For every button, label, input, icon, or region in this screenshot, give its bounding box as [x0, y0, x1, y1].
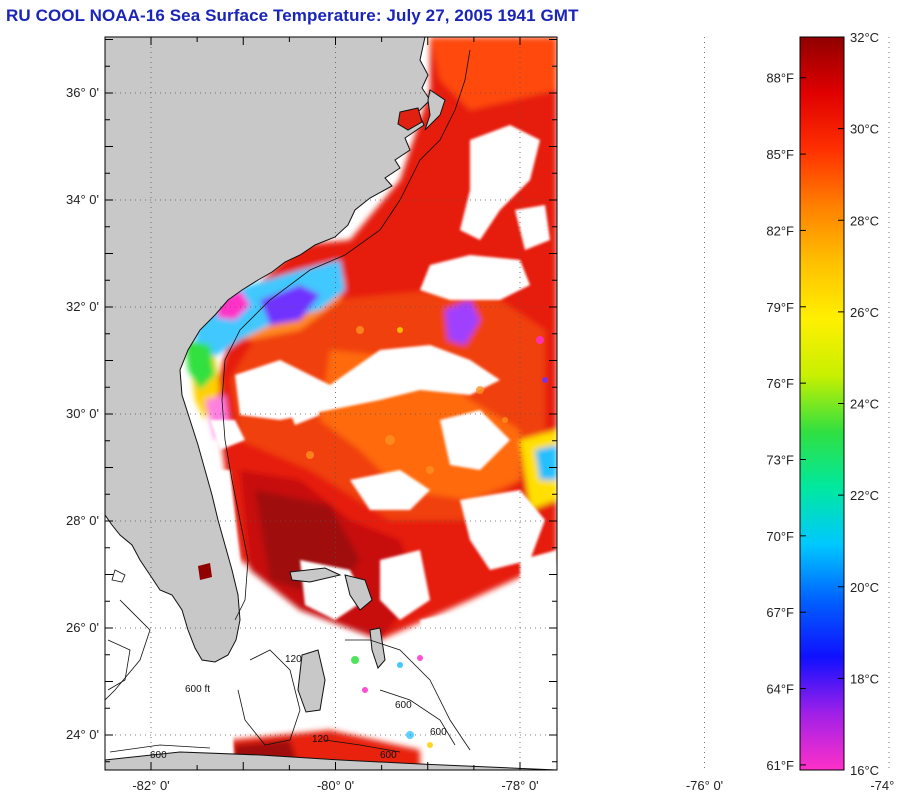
lon-tick-label: -74° 0' [870, 778, 897, 793]
contour-label: 600 ft [185, 684, 210, 695]
lon-tick-label: -76° 0' [686, 778, 723, 793]
lat-tick-label: 24° 0' [66, 727, 99, 742]
map-frame: 36° 0' 34° 0' 32° 0' 30° 0' 28° 0' 26° 0' 24° … [66, 36, 897, 793]
contour-label: 600 [380, 750, 397, 761]
lat-tick-label: 26° 0' [66, 620, 99, 635]
lon-tick-label: -80° 0' [317, 778, 354, 793]
celsius-label: 32°C [850, 30, 879, 45]
land [105, 37, 557, 770]
lon-tick-label: -78° 0' [501, 778, 538, 793]
fahrenheit-label: 76°F [766, 376, 794, 391]
lon-tick-label: -82° 0' [132, 778, 169, 793]
lat-tick-label: 34° 0' [66, 192, 99, 207]
fahrenheit-label: 73°F [766, 452, 794, 467]
minor-ticks [105, 37, 557, 770]
fahrenheit-label: 67°F [766, 605, 794, 620]
fahrenheit-label: 64°F [766, 682, 794, 697]
fahrenheit-label: 70°F [766, 529, 794, 544]
colorbar: 32°C 30°C 28°C 26°C 24°C 22°C 20°C 18°C 16°C 88°… [766, 30, 879, 778]
celsius-label: 28°C [850, 213, 879, 228]
longitude-labels: -82° 0' -80° 0' -78° 0' -76° 0' -74° 0' [132, 778, 897, 793]
fahrenheit-label: 85°F [766, 147, 794, 162]
colorbar-celsius-labels: 32°C 30°C 28°C 26°C 24°C 22°C 20°C 18°C 16°C [850, 30, 879, 778]
sst-speckles [306, 326, 508, 474]
celsius-label: 20°C [850, 580, 879, 595]
outer-banks [424, 89, 446, 131]
us-mainland [105, 37, 431, 663]
celsius-label: 16°C [850, 763, 879, 778]
contour-label: 120 [312, 734, 329, 745]
map-panel [105, 37, 557, 770]
lat-tick-label: 32° 0' [66, 299, 99, 314]
fahrenheit-label: 82°F [766, 223, 794, 238]
lat-tick-label: 28° 0' [66, 513, 99, 528]
latitude-labels: 36° 0' 34° 0' 32° 0' 30° 0' 28° 0' 26° 0' 24° … [66, 85, 99, 742]
eleuthera [369, 627, 386, 669]
pamlico-sound [397, 107, 423, 131]
celsius-label: 26°C [850, 305, 879, 320]
bathymetry-contours [105, 49, 471, 753]
fahrenheit-label: 61°F [766, 758, 794, 773]
celsius-label: 18°C [850, 671, 879, 686]
colorbar-fahrenheit-labels: 88°F 85°F 82°F 79°F 76°F 73°F 70°F 67°F 64°F 61°F [766, 71, 794, 773]
map-title: RU COOL NOAA-16 Sea Surface Temperature:… [6, 6, 579, 25]
graticule [105, 37, 890, 770]
andros-island [297, 649, 326, 713]
cuba [105, 751, 557, 770]
celsius-label: 22°C [850, 488, 879, 503]
contour-label: 600 [150, 750, 167, 761]
grand-bahama [289, 567, 342, 583]
lat-tick-label: 36° 0' [66, 85, 99, 100]
celsius-label: 30°C [850, 122, 879, 137]
cay-island [198, 563, 212, 580]
contour-labels: 120 600 ft 600 120 600 600 600 [150, 654, 447, 761]
fahrenheit-label: 79°F [766, 300, 794, 315]
fahrenheit-label: 88°F [766, 71, 794, 86]
contour-label: 600 [395, 700, 412, 711]
contour-label: 600 [430, 727, 447, 738]
colorbar-ramp [799, 36, 845, 771]
colorbar-ticks [800, 36, 844, 771]
lat-tick-label: 30° 0' [66, 406, 99, 421]
celsius-label: 24°C [850, 397, 879, 412]
abaco [344, 574, 373, 611]
contour-label: 120 [285, 654, 302, 665]
